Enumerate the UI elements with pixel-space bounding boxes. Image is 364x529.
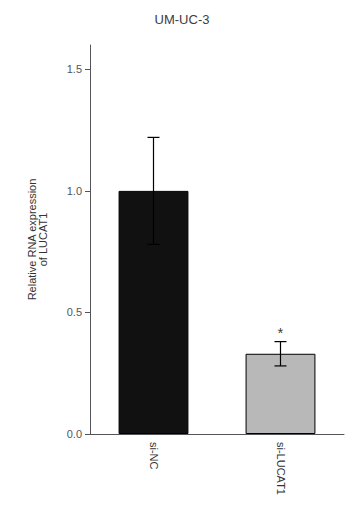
svg-text:si-LUCAT1: si-LUCAT1 <box>275 442 287 495</box>
svg-text:0.0: 0.0 <box>67 428 82 440</box>
svg-text:*: * <box>278 324 284 341</box>
svg-text:1.0: 1.0 <box>67 185 82 197</box>
svg-text:of LUCAT1: of LUCAT1 <box>37 213 49 267</box>
svg-text:UM-UC-3: UM-UC-3 <box>155 12 210 27</box>
svg-text:0.5: 0.5 <box>67 306 82 318</box>
svg-text:si-NC: si-NC <box>148 442 160 470</box>
svg-text:1.5: 1.5 <box>67 63 82 75</box>
svg-text:Relative RNA expression: Relative RNA expression <box>25 178 38 301</box>
